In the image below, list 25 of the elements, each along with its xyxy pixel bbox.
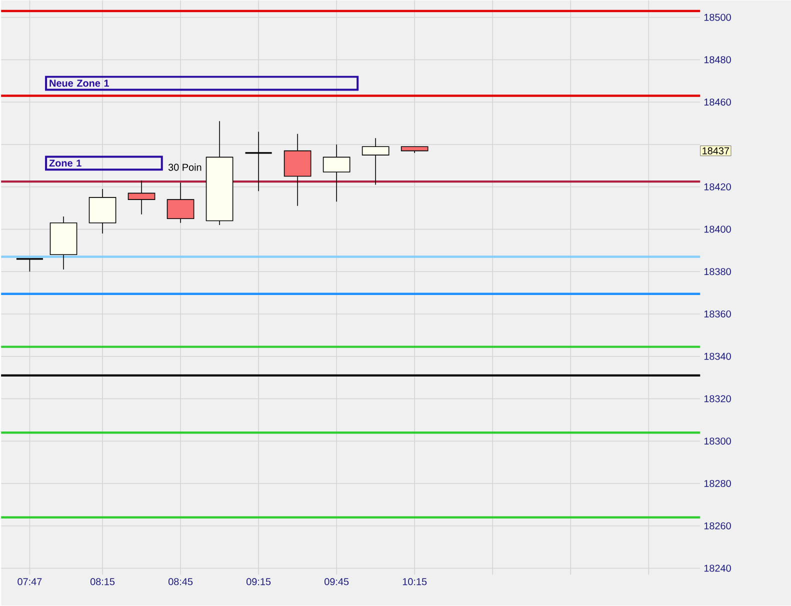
x-tick-label: 08:45 <box>168 578 193 586</box>
annotation: 30 Poin <box>168 164 202 172</box>
y-tick-label: 18340 <box>704 353 731 360</box>
candlestick <box>244 132 273 192</box>
y-tick-label: 18360 <box>704 310 731 318</box>
y-tick-label: 18260 <box>704 522 731 530</box>
y-tick-label: 18400 <box>704 226 731 233</box>
x-tick-label: 09:45 <box>324 578 349 586</box>
annotation: Neue Zone 1 <box>50 80 110 87</box>
y-tick-label: 18320 <box>704 395 731 402</box>
x-tick-label: 08:15 <box>90 578 115 586</box>
y-tick-label: 18380 <box>704 268 731 276</box>
y-tick-label: 18280 <box>704 480 731 488</box>
x-tick-label: 07:47 <box>18 578 42 586</box>
y-tick-label: 18420 <box>704 184 731 191</box>
y-tick-label: 18300 <box>704 438 731 445</box>
x-tick-label: 10:15 <box>402 578 427 586</box>
y-tick-label: 18500 <box>704 14 731 22</box>
annotation: 18437 <box>702 148 730 155</box>
y-tick-label: 18460 <box>704 98 731 106</box>
y-tick-label: 18240 <box>704 564 731 572</box>
x-tick-label: 09:15 <box>246 578 271 586</box>
y-tick-label: 18480 <box>704 56 731 64</box>
candlestick <box>16 258 44 272</box>
annotation: Zone 1 <box>49 160 82 167</box>
